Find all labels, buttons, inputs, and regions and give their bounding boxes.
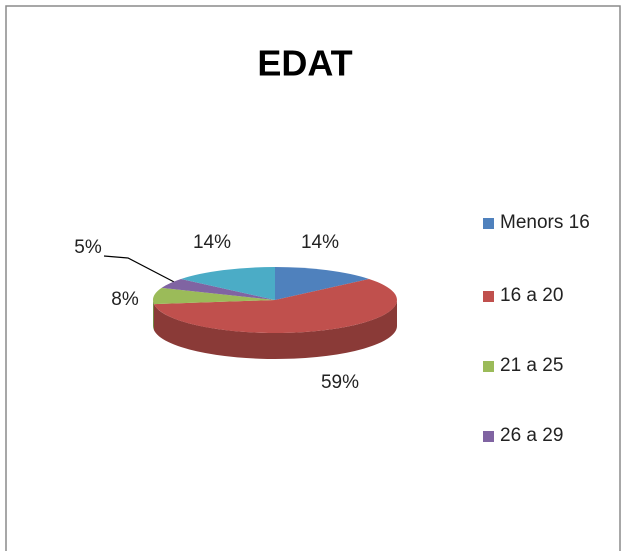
- leader-line: [103, 255, 179, 285]
- legend-swatch: [483, 291, 494, 302]
- data-label: 5%: [74, 237, 102, 258]
- pie-side: [153, 300, 154, 331]
- legend-swatch: [483, 361, 494, 372]
- legend-item: Menors 16: [483, 210, 593, 236]
- data-label: 14%: [193, 232, 231, 253]
- pie-slice: [275, 267, 370, 300]
- pie-slice: [180, 267, 275, 300]
- legend-swatch: [483, 431, 494, 442]
- legend-item: 26 a 29: [483, 423, 593, 449]
- pie-slice: [161, 278, 275, 300]
- chart-title: EDAT: [257, 43, 352, 84]
- legend-label: 21 a 25: [500, 355, 564, 376]
- frame: [5, 5, 621, 551]
- pie-slice: [153, 287, 275, 305]
- legend-item: 16 a 20: [483, 283, 593, 309]
- legend-item: 21 a 25: [483, 353, 593, 379]
- data-label: 14%: [301, 232, 339, 253]
- data-label: 8%: [111, 289, 139, 310]
- legend-label: 26 a 29: [500, 425, 564, 446]
- legend-label: 16 a 20: [500, 285, 564, 306]
- pie-slice: [153, 278, 398, 333]
- pie-side: [153, 300, 397, 359]
- legend-swatch: [483, 218, 494, 229]
- data-label: 59%: [321, 372, 359, 393]
- legend-label: Menors 16: [500, 212, 590, 233]
